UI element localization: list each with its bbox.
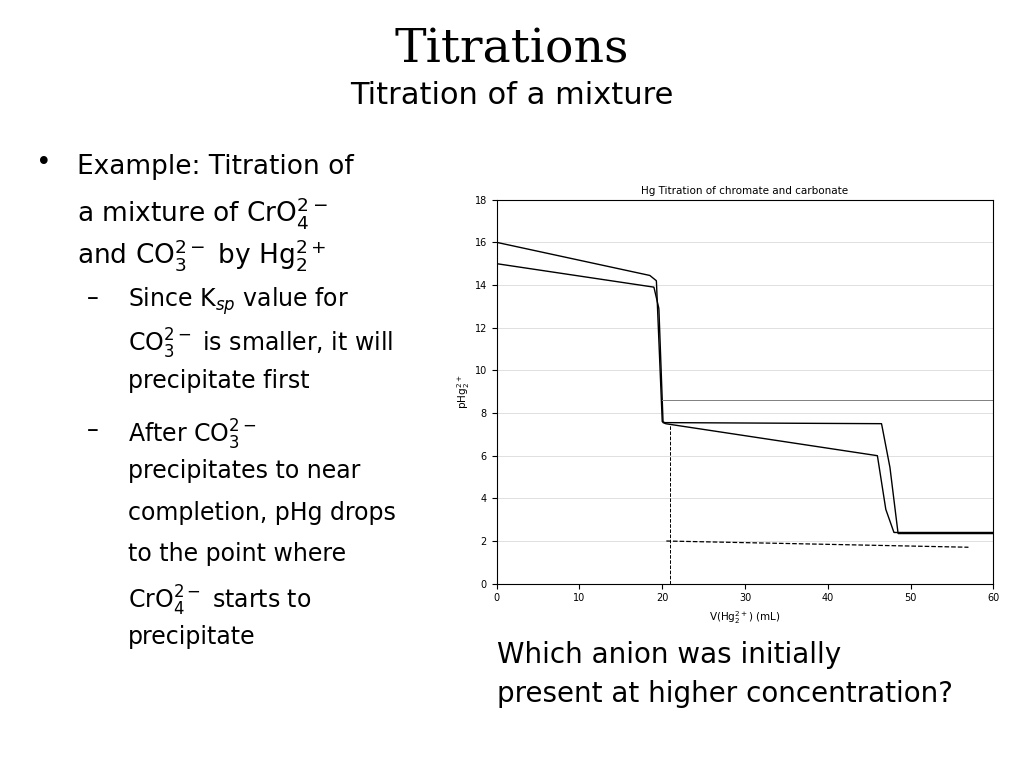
Text: completion, pHg drops: completion, pHg drops xyxy=(128,501,396,525)
Y-axis label: pHg$_2^{2+}$: pHg$_2^{2+}$ xyxy=(455,375,472,409)
Text: •: • xyxy=(36,150,51,176)
Text: –: – xyxy=(87,286,98,310)
Text: to the point where: to the point where xyxy=(128,542,346,566)
Text: Since K$_{sp}$ value for: Since K$_{sp}$ value for xyxy=(128,286,349,317)
Text: CrO$_4^{2-}$ starts to: CrO$_4^{2-}$ starts to xyxy=(128,584,311,618)
Text: and CO$_3^{2-}$ by Hg$_2^{2+}$: and CO$_3^{2-}$ by Hg$_2^{2+}$ xyxy=(77,237,327,273)
Text: After CO$_3^{2-}$: After CO$_3^{2-}$ xyxy=(128,418,257,452)
Text: CO$_3^{2-}$ is smaller, it will: CO$_3^{2-}$ is smaller, it will xyxy=(128,327,393,362)
Text: a mixture of CrO$_4^{2-}$: a mixture of CrO$_4^{2-}$ xyxy=(77,195,328,231)
Text: Example: Titration of: Example: Titration of xyxy=(77,154,353,180)
Text: Titrations: Titrations xyxy=(395,27,629,72)
Text: precipitate first: precipitate first xyxy=(128,369,309,392)
Text: Which anion was initially
present at higher concentration?: Which anion was initially present at hig… xyxy=(497,641,952,708)
Text: precipitate: precipitate xyxy=(128,625,256,649)
X-axis label: V(Hg$_2^{2+}$) (mL): V(Hg$_2^{2+}$) (mL) xyxy=(709,609,781,626)
Text: –: – xyxy=(87,418,98,442)
Text: precipitates to near: precipitates to near xyxy=(128,459,360,483)
Text: Titration of a mixture: Titration of a mixture xyxy=(350,81,674,110)
Title: Hg Titration of chromate and carbonate: Hg Titration of chromate and carbonate xyxy=(641,186,849,196)
